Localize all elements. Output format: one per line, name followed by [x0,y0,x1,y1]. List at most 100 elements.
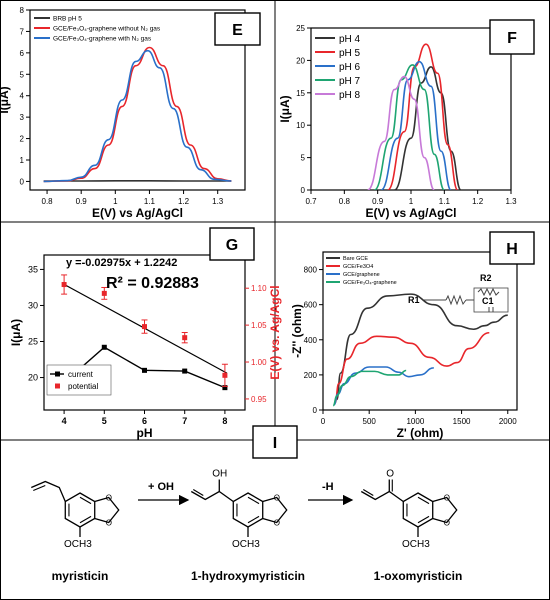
panel-h: 0 500 1000 1500 2000 0 200 400 600 800 Z' (ohm) -Z'… [290,231,535,440]
legend-box [46,364,112,396]
data-point [101,344,107,350]
data-point [182,368,188,374]
legend-label: potential [68,382,98,391]
compound-name: myristicin [52,569,109,583]
y2-tick-label: 1.05 [251,321,267,330]
series-line [386,43,459,190]
y2-tick-label: 1.00 [251,358,267,367]
data-point [182,335,188,341]
methoxy-group: OCH3 [232,539,260,550]
molecule: O O OCH3 OH 1-hydroxymyristicin [190,469,305,583]
double-bond [417,515,430,524]
panel-label: F [507,30,517,47]
panel-g: 4 5 6 7 8 20 25 30 35 0.95 1.00 1.05 1.10 pH I(μA) E(V)… [9,227,282,440]
equivalent-circuit: R1 R2 C1 [408,273,509,313]
circuit-box [473,287,509,313]
panel-label: E [232,22,243,39]
x-tick-label: 1 [113,197,118,206]
x-tick-label: 0.8 [339,197,351,206]
data-point [222,372,228,378]
series-line [367,75,436,190]
hydroxyl-group: OH [212,469,227,480]
legend-label: GCE/Fe₃O₄-graphene without N₂ gas [53,26,161,33]
legend-label: GCE/Fe₃O₄-graphene [343,280,397,286]
series-line [336,293,508,401]
y-tick-label: 5 [20,70,25,79]
x-axis-label: E(V) vs Ag/AgCl [366,206,457,220]
r-squared: R² = 0.92883 [106,275,199,292]
legend-label: pH 7 [339,76,361,87]
x-tick-label: 0.9 [76,197,88,206]
x-tick-label: 500 [363,417,377,426]
data-point [222,385,228,391]
y-tick-label: 200 [304,371,318,380]
x-tick-label: 1500 [453,417,471,426]
y-tick-label: 15 [296,89,305,98]
legend-marker [55,371,60,377]
circuit-resistor [477,287,500,297]
compound-name: 1-hydroxymyristicin [191,569,305,583]
x-tick-label: 0 [321,417,326,426]
legend-label: GCE/Fe₃O₄-graphene with N₂ gas [53,36,152,43]
allyl-chain [31,480,66,502]
panel-e: 0.8 0.9 1 1.1 1.2 1.3 0 1 2 3 4 5 6 7 8 E(V) vs Ag/AgCl… [0,6,261,220]
x-tick-label: 1 [409,197,414,206]
x-tick-label: 7 [182,416,187,426]
x-tick-label: 8 [222,416,227,426]
y-tick-label: 8 [20,6,25,15]
y-tick-label: 400 [304,336,318,345]
data-point [61,282,67,288]
x-tick-label: 0.9 [372,197,384,206]
dioxole-ring [262,496,288,524]
double-bond [362,489,374,496]
double-bond [247,515,260,524]
y-tick-label: 0 [313,406,318,415]
series-line [393,66,462,190]
double-bond [247,496,260,505]
legend-marker [55,383,60,389]
dioxole-ring [432,496,458,524]
circuit-r2: R2 [480,273,492,283]
data-point [101,290,107,296]
y-tick-label: 30 [28,300,38,310]
double-bond [33,484,46,492]
legend-label: BRB pH 5 [53,16,82,23]
ring-oxygen: O [444,519,450,528]
fit-equation: y =-0.02975x + 1.2242 [66,257,177,269]
compound-name: 1-oxomyristicin [374,569,463,583]
ring-oxygen: O [274,494,280,503]
y-tick-label: 1 [20,156,25,165]
x-axis-label: pH [137,426,153,440]
panel-label-box [214,12,261,46]
double-bond [79,515,92,524]
plot-frame [29,9,246,191]
legend-label: pH 5 [339,48,361,59]
x-tick-label: 0.8 [42,197,54,206]
double-bond [417,496,430,505]
y-tick-label: 7 [20,27,25,36]
legend-label: pH 4 [339,34,361,45]
x-axis-label: Z' (ohm) [397,426,444,440]
x-tick-label: 1.1 [439,197,451,206]
x-tick-label: 6 [142,416,147,426]
data-point [142,367,147,373]
panel-label: G [226,237,238,254]
y2-tick-label: 1.10 [251,284,267,293]
legend: pH 4 pH 5 pH 6 pH 7 pH 8 [315,34,361,101]
x-tick-label: 4 [62,416,67,426]
legend: BRB pH 5 GCE/Fe₃O₄-graphene without N₂ ga… [34,16,161,43]
benzene-ring [402,492,434,528]
y-tick-label: 0 [301,186,306,195]
x-tick-label: 1.3 [505,197,517,206]
y-tick-label: 600 [304,301,318,310]
legend-label: pH 6 [339,62,361,73]
series-line [334,331,490,404]
y-tick-label: 25 [296,24,305,33]
x-tick-label: 2000 [499,417,517,426]
dioxole-ring [94,496,120,524]
y-axis-label: -Z'' (ohm) [290,304,304,358]
ring-oxygen: O [106,519,112,528]
reaction-reagent: -H [322,481,334,493]
legend: Bare GCE GCE/Fe3O4 GCE/graphene GCE/Fe₃O₄-g… [326,256,397,286]
